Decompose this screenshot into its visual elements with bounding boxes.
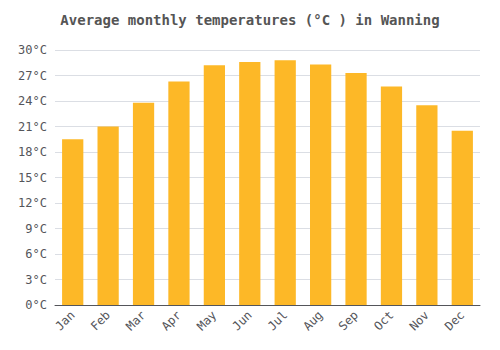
svg-text:24°C: 24°C	[18, 94, 47, 108]
svg-text:Jan: Jan	[52, 308, 77, 333]
svg-text:Aug: Aug	[300, 308, 325, 333]
svg-text:May: May	[194, 308, 219, 333]
svg-text:Nov: Nov	[407, 308, 432, 333]
svg-text:Feb: Feb	[88, 308, 113, 333]
svg-text:3°C: 3°C	[25, 273, 47, 287]
svg-text:Dec: Dec	[442, 308, 467, 333]
svg-text:Apr: Apr	[159, 308, 184, 333]
svg-text:Jun: Jun	[230, 308, 255, 333]
svg-text:0°C: 0°C	[25, 298, 47, 312]
svg-text:15°C: 15°C	[18, 171, 47, 185]
svg-text:Mar: Mar	[123, 308, 148, 333]
svg-text:18°C: 18°C	[18, 145, 47, 159]
svg-text:21°C: 21°C	[18, 120, 47, 134]
svg-text:27°C: 27°C	[18, 69, 47, 83]
svg-text:Average monthly temperatures (: Average monthly temperatures (°C ) in Wa…	[60, 12, 439, 28]
svg-text:12°C: 12°C	[18, 196, 47, 210]
svg-text:Jul: Jul	[265, 308, 290, 333]
svg-text:Sep: Sep	[336, 308, 361, 333]
svg-text:6°C: 6°C	[25, 247, 47, 261]
svg-text:30°C: 30°C	[18, 43, 47, 57]
svg-text:9°C: 9°C	[25, 222, 47, 236]
svg-text:Oct: Oct	[371, 308, 396, 333]
